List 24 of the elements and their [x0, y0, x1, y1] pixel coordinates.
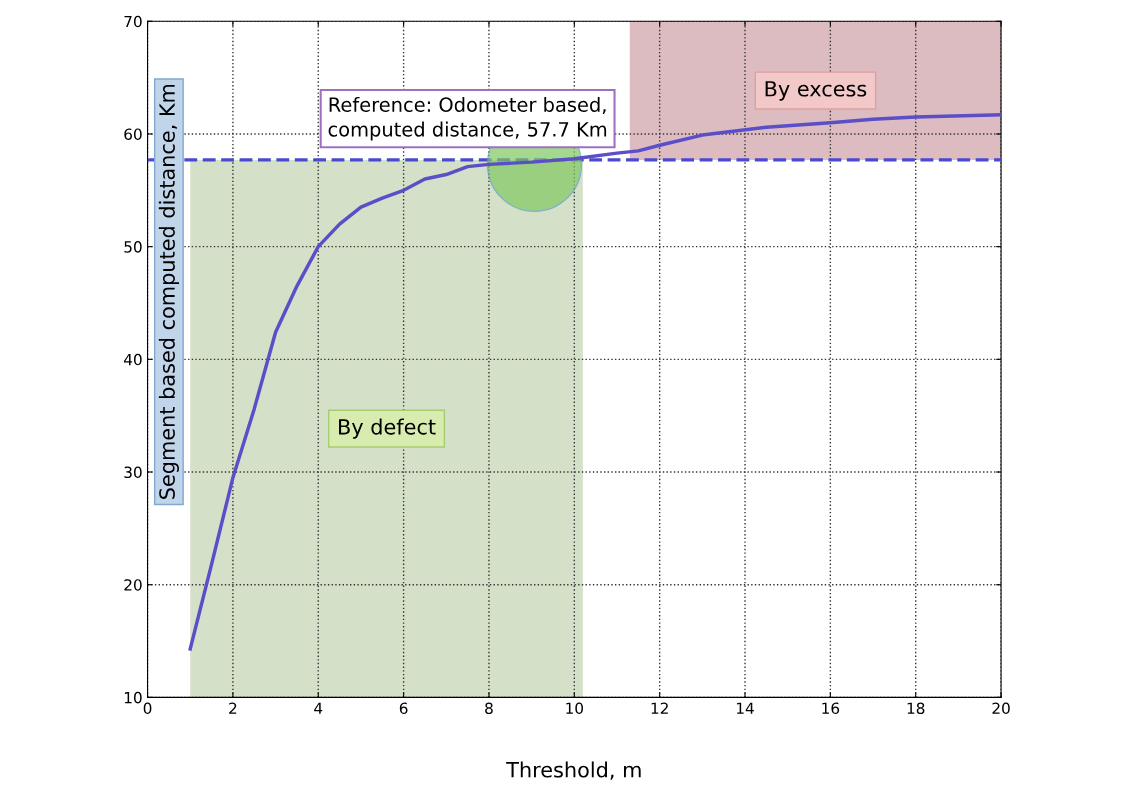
- y-tick-label: 20: [124, 579, 142, 591]
- x-tick-label: 18: [907, 702, 925, 715]
- y-tick-label: 30: [124, 466, 142, 479]
- y-tick-label: 50: [124, 241, 142, 253]
- x-tick-label: 16: [822, 702, 840, 715]
- y-tick-label: 10: [124, 691, 142, 704]
- ref-line-label: Reference: Odometer based, computed distance, 57.7 Km: [328, 96, 607, 141]
- x-axis-title: Threshold, m: [506, 761, 641, 780]
- x-tick-label: 4: [314, 702, 323, 714]
- y-axis-title: Segment based computed distance, Km: [158, 84, 179, 499]
- x-tick-label: 0: [143, 702, 152, 715]
- x-tick-label: 10: [566, 702, 584, 715]
- y-tick-label: 60: [124, 128, 142, 140]
- y-tick-label: 70: [124, 15, 142, 28]
- x-tick-label: 12: [651, 702, 668, 714]
- x-tick-label: 2: [229, 702, 237, 714]
- band-label: By defect: [339, 418, 436, 439]
- x-tick-label: 20: [992, 702, 1010, 715]
- line-series: [188, 113, 1002, 651]
- band-label: By excess: [765, 81, 867, 101]
- x-tick-label: 8: [485, 702, 493, 715]
- x-tick-label: 6: [399, 702, 408, 715]
- y-tick-label: 40: [124, 353, 142, 366]
- x-tick-label: 14: [736, 702, 754, 714]
